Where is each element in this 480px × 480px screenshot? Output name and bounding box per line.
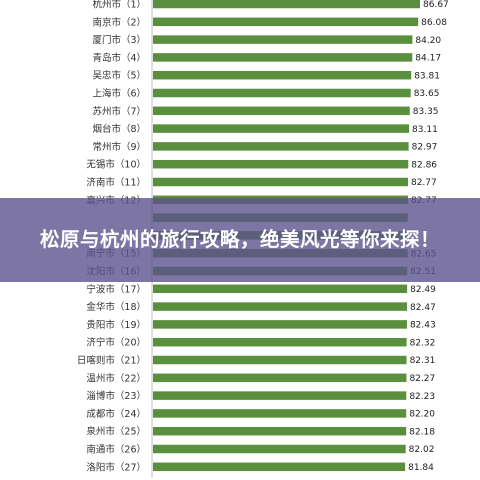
value-label: 82.86 [411, 160, 437, 170]
category-label: 烟台市（8） [92, 123, 146, 135]
value-label: 83.11 [412, 125, 438, 135]
bar [153, 302, 408, 311]
value-label: 82.49 [410, 285, 436, 295]
category-label: 青岛市（4） [92, 52, 146, 64]
bar [153, 444, 406, 454]
bar [153, 391, 407, 400]
value-label: 82.27 [409, 374, 435, 384]
value-label: 84.17 [415, 54, 441, 64]
title-banner: 松原与杭州的旅行攻略，绝美风光等你来探！ [0, 198, 480, 282]
value-label: 82.43 [410, 321, 436, 331]
value-label: 82.02 [409, 445, 435, 455]
category-label: 吴忠市（5） [92, 70, 146, 82]
category-label: 日喀则市（21） [77, 355, 146, 367]
category-label: 南京市（2） [92, 16, 146, 28]
value-label: 83.81 [414, 71, 440, 81]
bar [153, 284, 408, 294]
bar [153, 409, 407, 418]
category-label: 济南市（11） [86, 177, 146, 189]
bar [153, 35, 413, 44]
bar [153, 355, 407, 365]
bar [153, 142, 409, 151]
value-label: 81.84 [408, 463, 434, 473]
category-label: 济宁市（20） [86, 337, 146, 349]
bar [153, 159, 409, 169]
bar [153, 106, 410, 116]
category-label: 无锡市（10） [86, 159, 146, 171]
category-label: 淄博市（23） [86, 390, 146, 402]
category-label: 厦门市（3） [92, 34, 146, 46]
bar [153, 53, 413, 62]
value-label: 82.32 [410, 338, 436, 348]
bar [153, 177, 408, 187]
value-label: 82.18 [409, 427, 435, 437]
value-label: 86.08 [421, 18, 447, 28]
category-label: 南通市（26） [86, 444, 146, 456]
bar [153, 373, 407, 383]
bar [153, 124, 410, 133]
category-label: 杭州市（1） [92, 0, 146, 11]
bar [153, 70, 412, 80]
value-label: 82.47 [410, 303, 436, 313]
bar [153, 0, 420, 9]
category-label: 成都市（24） [86, 408, 146, 420]
category-label: 苏州市（7） [92, 105, 146, 117]
banner-title: 松原与杭州的旅行攻略，绝美风光等你来探！ [39, 228, 440, 251]
value-label: 82.20 [409, 410, 435, 420]
category-label: 宁波市（17） [86, 283, 146, 295]
value-label: 82.97 [412, 143, 438, 153]
value-label: 82.23 [409, 392, 435, 402]
value-label: 83.65 [414, 89, 440, 99]
bar [153, 88, 411, 98]
category-label: 常州市（9） [92, 141, 146, 153]
bar [153, 320, 407, 329]
category-label: 泉州市（25） [86, 426, 146, 438]
value-label: 84.20 [415, 36, 441, 46]
category-label: 贵阳市（19） [86, 319, 146, 331]
bar [153, 426, 407, 436]
value-label: 82.77 [411, 178, 437, 188]
value-label: 83.35 [413, 107, 439, 117]
category-label: 金华市（18） [86, 301, 146, 313]
bar [153, 462, 406, 472]
value-label: 86.67 [423, 0, 449, 10]
category-label: 上海市（6） [92, 88, 146, 100]
bar [153, 337, 407, 347]
bar [153, 17, 419, 27]
category-label: 洛阳市（27） [86, 461, 146, 473]
category-label: 温州市（22） [86, 372, 146, 384]
value-label: 82.31 [410, 356, 436, 366]
